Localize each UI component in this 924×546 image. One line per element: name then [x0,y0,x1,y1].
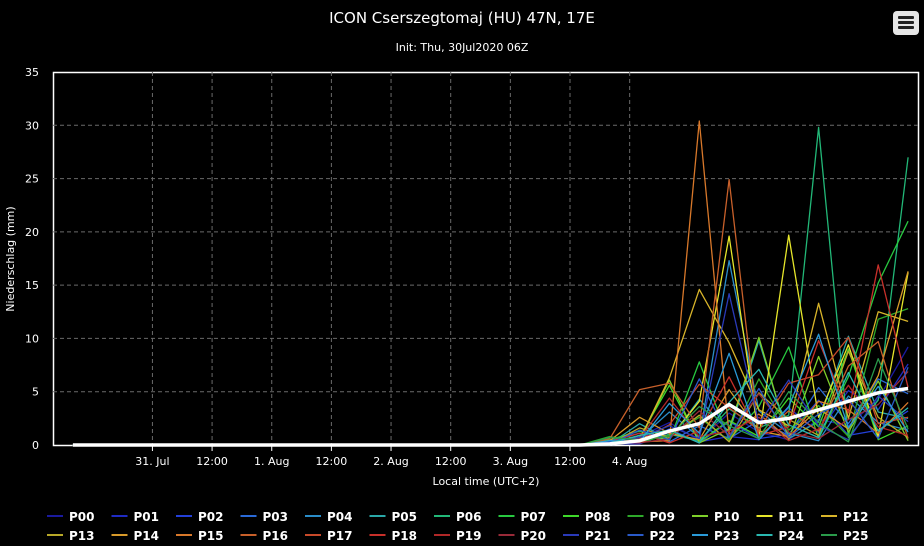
gridlines [53,72,918,445]
plot-area [52,71,920,447]
legend-item-p01[interactable]: P01 [134,510,160,524]
legend-item-p20[interactable]: P20 [521,529,547,543]
legend: P00 P01 P02 P03 P04 P05 P06 P07 P08 P09 P10 P11 P12 P… [47,510,869,543]
y-tick-label: 5 [32,386,39,399]
series-line-p15 [72,120,909,446]
mean-line [72,386,909,447]
legend-item-p16[interactable]: P16 [263,529,289,543]
legend-item-p06[interactable]: P06 [456,510,482,524]
legend-item-p19[interactable]: P19 [456,529,482,543]
legend-item-p18[interactable]: P18 [392,529,418,543]
legend-item-p23[interactable]: P23 [714,529,740,543]
series-line-p00 [72,346,909,446]
legend-item-p11[interactable]: P11 [779,510,805,524]
legend-item-p02[interactable]: P02 [198,510,224,524]
x-tick-label: 12:00 [196,455,228,468]
chart-title: ICON Cserszegtomaj (HU) 47N, 17E [329,9,595,27]
chart-subtitle: Init: Thu, 30Jul2020 06Z [396,41,529,54]
legend-item-p14[interactable]: P14 [134,529,160,543]
legend-item-p21[interactable]: P21 [585,529,611,543]
y-tick-label: 0 [32,439,39,452]
menu-icon [898,21,914,24]
legend-item-p15[interactable]: P15 [198,529,224,543]
legend-item-p05[interactable]: P05 [392,510,418,524]
series-line-p08 [72,348,909,446]
y-tick-label: 35 [25,66,39,79]
legend-item-p17[interactable]: P17 [327,529,353,543]
menu-icon [898,16,914,19]
x-tick-label: 12:00 [435,455,467,468]
series-line-mean [72,386,909,447]
x-tick-label: 31. Jul [135,455,169,468]
y-tick-label: 30 [25,119,39,132]
legend-item-p07[interactable]: P07 [521,510,547,524]
series-lines [72,120,909,446]
x-tick-label: 12:00 [554,455,586,468]
menu-icon [898,26,914,29]
y-tick-label: 10 [25,332,39,345]
x-axis-label: Local time (UTC+2) [433,475,540,488]
y-tick-label: 15 [25,279,39,292]
series-line-p06 [72,126,909,446]
x-tick-label: 2. Aug [373,455,408,468]
legend-item-p24[interactable]: P24 [779,529,805,543]
y-tick-label: 25 [25,173,39,186]
x-tick-label: 3. Aug [493,455,528,468]
series-line-p13 [72,350,909,446]
legend-item-p12[interactable]: P12 [843,510,869,524]
x-tick-label: 1. Aug [254,455,289,468]
x-tick-label: 4. Aug [612,455,647,468]
x-tick-label: 12:00 [316,455,348,468]
y-axis-ticks: 0 5 10 15 20 25 30 35 [25,66,39,452]
series-line-p07 [72,220,909,446]
x-axis-ticks: 31. Jul 12:00 1. Aug 12:00 2. Aug 12:00 3. Aug… [135,445,647,468]
chart-menu-button[interactable] [893,11,919,35]
legend-item-p04[interactable]: P04 [327,510,353,524]
legend-item-p13[interactable]: P13 [69,529,95,543]
y-axis-label: Niederschlag (mm) [4,206,17,311]
legend-item-p00[interactable]: P00 [69,510,95,524]
legend-item-p03[interactable]: P03 [263,510,289,524]
legend-item-p10[interactable]: P10 [714,510,740,524]
legend-item-p25[interactable]: P25 [843,529,869,543]
legend-item-p08[interactable]: P08 [585,510,611,524]
legend-item-p09[interactable]: P09 [650,510,676,524]
legend-item-p22[interactable]: P22 [650,529,676,543]
y-tick-label: 20 [25,226,39,239]
